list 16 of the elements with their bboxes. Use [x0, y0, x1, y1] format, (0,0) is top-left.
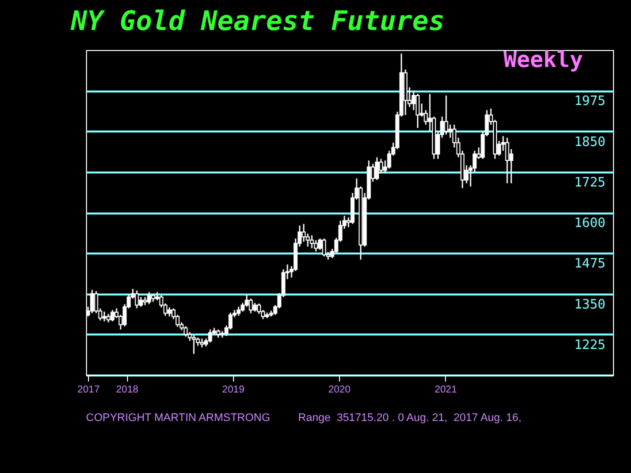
chart-title: NY Gold Nearest Futures	[70, 6, 445, 37]
chart-subtitle: Weekly	[504, 48, 583, 73]
x-tick-label: 2019	[222, 384, 245, 396]
text: Range 351715.20 . 0 Aug. 21, 2017 Aug. 16,	[298, 412, 522, 424]
y-tick-label: 1475	[574, 256, 606, 272]
x-tick-label: 2021	[434, 384, 458, 396]
y-tick-label: 1975	[574, 94, 606, 110]
x-tick-label: 2017	[77, 384, 100, 396]
y-tick-label: 1725	[574, 175, 606, 190]
y-tick-label: 1850	[574, 134, 606, 150]
y-tick-label: 1350	[574, 297, 606, 312]
y-tick-label: 1600	[574, 216, 606, 231]
x-tick-label: 2020	[328, 384, 351, 396]
y-tick-label: 1225	[574, 338, 606, 353]
text: COPYRIGHT MARTIN ARMSTRONG	[86, 412, 270, 424]
x-tick-label: 2018	[116, 384, 139, 396]
